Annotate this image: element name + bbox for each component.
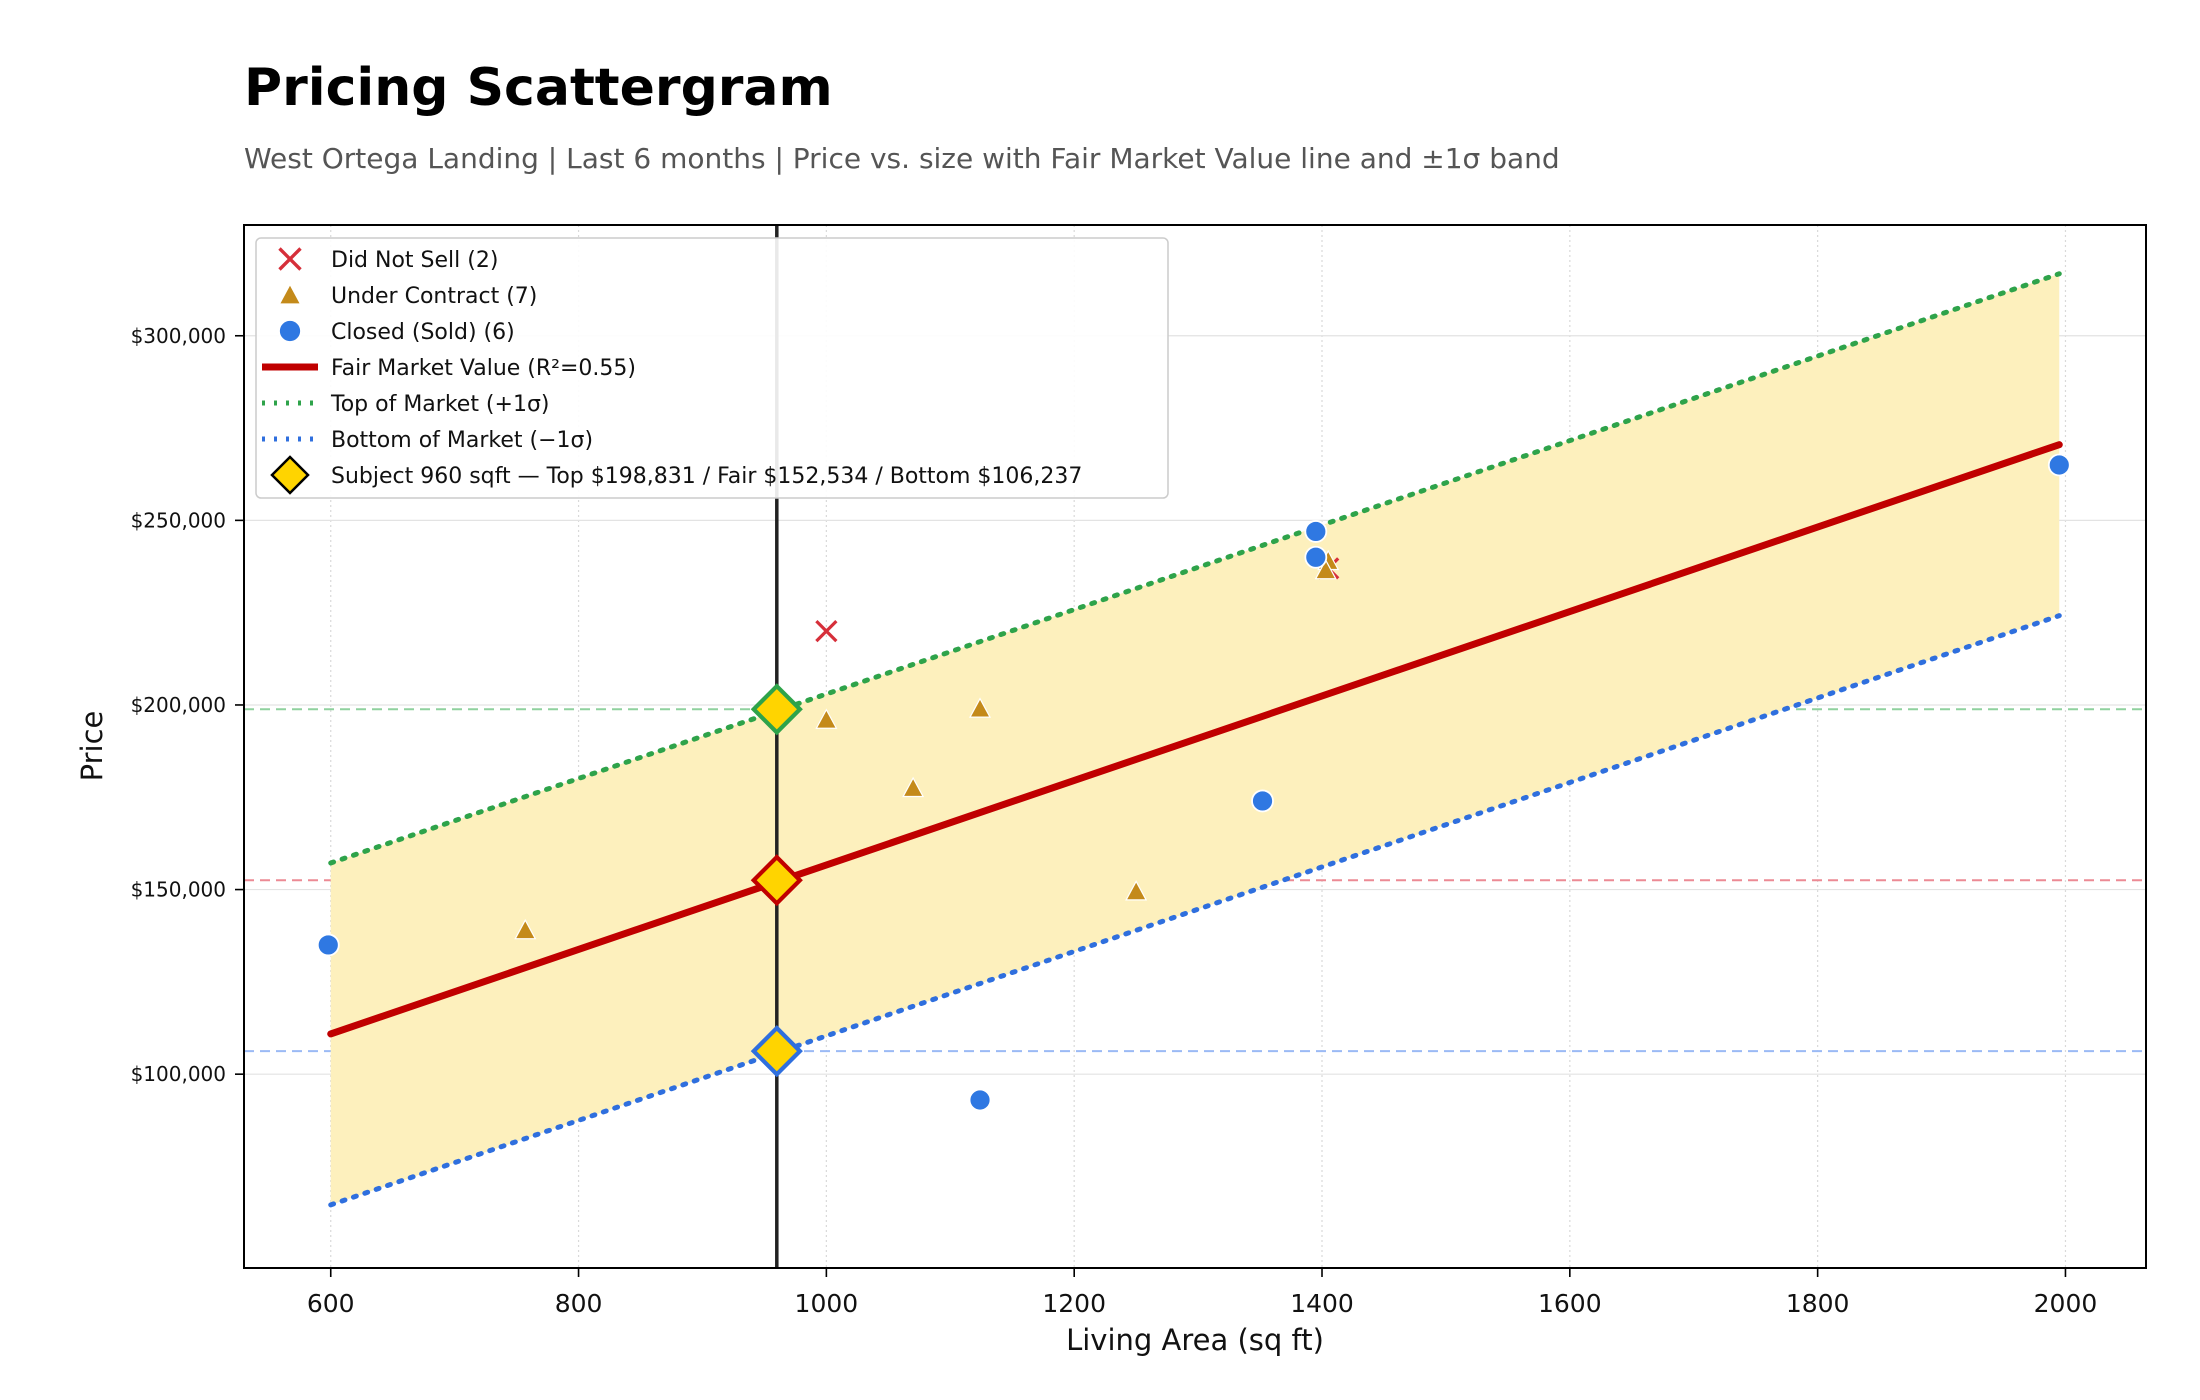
legend-under-contract: Under Contract (7) [278, 283, 537, 309]
legend-did-not-sell: Did Not Sell (2) [278, 247, 498, 273]
fair-market-line [327, 441, 2063, 1038]
closed-point [1251, 789, 1274, 813]
legend-symbol [278, 283, 302, 305]
x-tick-label: 800 [555, 1289, 603, 1318]
legend-symbol [278, 247, 302, 271]
under-contract-point [1125, 880, 1148, 901]
y-axis-label: Price [75, 711, 109, 782]
legend-box [255, 237, 1169, 499]
legend-closed: Closed (Sold) (6) [278, 319, 515, 345]
x-tick-label: 1800 [1786, 1289, 1850, 1318]
bottom-market-line [328, 613, 2062, 1208]
x-tick-label: 1200 [1042, 1289, 1106, 1318]
closed-point [968, 1088, 992, 1112]
legend-symbol [278, 319, 302, 343]
y-tick-label: $150,000 [131, 878, 226, 902]
legend-label: Top of Market (+1σ) [330, 392, 549, 417]
x-tick-label: 1400 [1290, 1289, 1354, 1318]
legend-symbol [270, 455, 310, 495]
x-tick-label: 1000 [795, 1289, 859, 1318]
x-tick-label: 1600 [1538, 1289, 1602, 1318]
under-contract-point [902, 776, 925, 798]
legend-bottom-line: Bottom of Market (−1σ) [262, 428, 593, 453]
legend-label: Closed (Sold) (6) [331, 320, 515, 345]
subject-top-marker [750, 683, 803, 736]
subject-bottom-marker [750, 1025, 803, 1078]
market-lines [327, 271, 2063, 1208]
x-tick-label: 600 [307, 1289, 355, 1318]
x-axis-label: Living Area (sq ft) [1066, 1323, 1324, 1357]
legend-fair-line: Fair Market Value (R²=0.55) [262, 356, 636, 381]
y-tick-label: $300,000 [131, 324, 226, 348]
closed-point [2047, 453, 2071, 477]
y-tick-label: $200,000 [131, 693, 226, 717]
x-marker-stroke [278, 247, 302, 271]
closed-point [316, 933, 340, 957]
top-market-line [328, 271, 2062, 866]
legend-top-line: Top of Market (+1σ) [262, 392, 549, 417]
chart-subtitle: West Ortega Landing | Last 6 months | Pr… [244, 142, 1560, 175]
x-tick-label: 2000 [2034, 1289, 2098, 1318]
subject-markers [750, 683, 803, 1078]
y-tick-label: $250,000 [131, 508, 226, 532]
legend-label: Did Not Sell (2) [331, 248, 498, 273]
under-contract-point [1314, 558, 1337, 580]
data-points [316, 453, 2071, 1112]
legend-subject: Subject 960 sqft — Top $198,831 / Fair $… [270, 455, 1082, 495]
legend-label: Under Contract (7) [331, 284, 537, 309]
axes: 600 800 1000 1200 1400 1600 1800 2000 $100,000 $1… [131, 324, 2098, 1318]
chart-title: Pricing Scattergram [244, 58, 833, 118]
legend-label: Subject 960 sqft — Top $198,831 / Fair $… [331, 464, 1082, 489]
closed-point [1304, 520, 1328, 543]
subject-fair-marker [750, 854, 803, 907]
legend: Did Not Sell (2) Under Contract (7) Closed… [255, 237, 1169, 499]
legend-label: Fair Market Value (R²=0.55) [331, 356, 636, 381]
plot-frame [243, 224, 2147, 1269]
did-not-sell-point [815, 619, 838, 643]
legend-label: Bottom of Market (−1σ) [331, 428, 593, 453]
under-contract-point [969, 697, 992, 718]
under-contract-point [514, 918, 537, 940]
y-tick-label: $100,000 [131, 1062, 226, 1086]
x-marker-stroke [815, 619, 838, 643]
under-contract-point [815, 708, 838, 729]
closed-point [1304, 545, 1328, 569]
